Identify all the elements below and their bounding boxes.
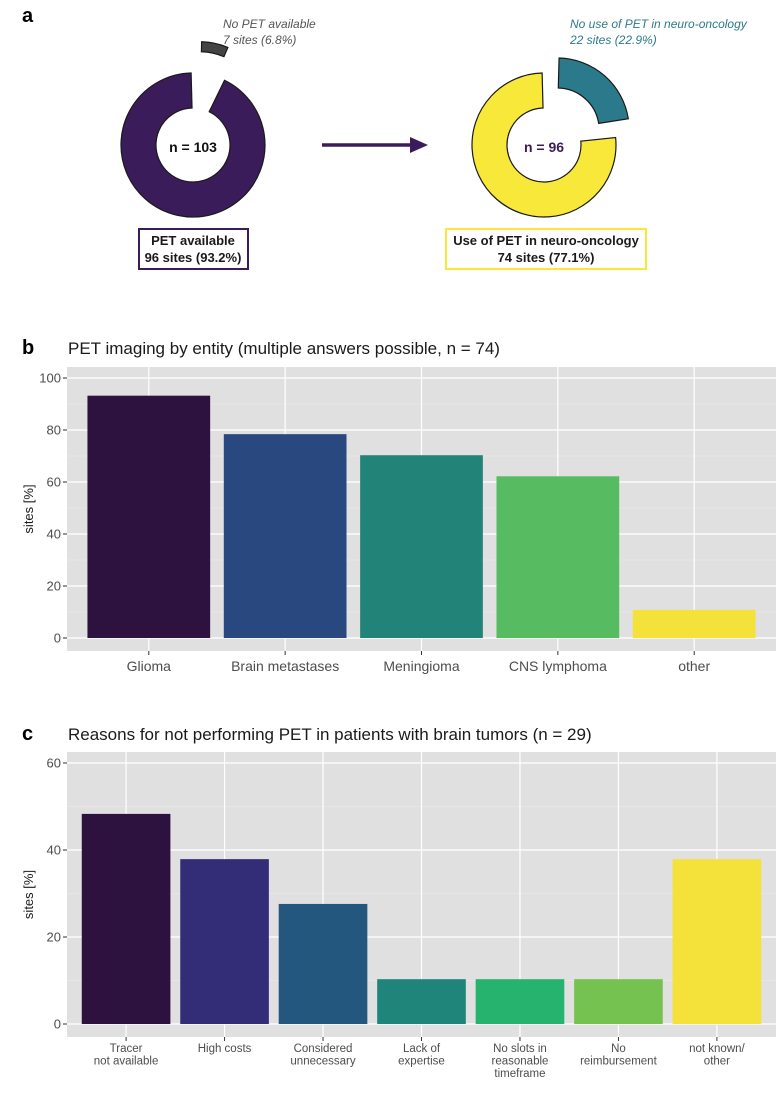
box-use-pet-line2: 74 sites (77.1%) — [498, 250, 595, 265]
y-tick-label: 60 — [47, 475, 61, 490]
donut-slice-no-use-pet — [557, 57, 629, 125]
bar-considered-unnecessary — [278, 903, 368, 1024]
bar-tracer-not-available — [81, 813, 171, 1024]
x-tick-label: Meningioma — [383, 658, 459, 674]
y-tick-label: 0 — [54, 1017, 61, 1032]
x-tick-label: CNS lymphoma — [509, 658, 607, 674]
bar-glioma — [87, 395, 211, 638]
donut-left-center-label: n = 103 — [169, 139, 217, 155]
y-tick-label: 80 — [47, 423, 61, 438]
donut-slice-no-pet — [200, 41, 229, 58]
panel-b-letter: b — [22, 337, 34, 359]
x-tick-label: No reimbursement — [580, 1043, 657, 1068]
bar-other — [632, 609, 756, 638]
bar-not-known-other — [672, 859, 762, 1024]
box-pet-available-line1: PET available — [151, 233, 235, 248]
x-tick-label: High costs — [198, 1043, 252, 1055]
y-tick-label: 100 — [39, 371, 61, 386]
x-tick-label: Considered unnecessary — [290, 1043, 355, 1068]
bar-cns-lymphoma — [496, 476, 620, 638]
box-pet-available — [138, 228, 249, 270]
bar-no-reimbursement — [574, 979, 663, 1024]
box-pet-available-line2: 96 sites (93.2%) — [145, 250, 242, 265]
callout-no-pet-line1: No PET available — [223, 17, 316, 31]
y-tick-label: 40 — [47, 527, 61, 542]
donut-slice-pet-available — [120, 72, 266, 218]
bar-high-costs — [180, 859, 269, 1024]
x-tick-label: not known/other — [689, 1043, 745, 1068]
chart-pet-by-entity: b PET imaging by entity (multiple answers… — [21, 337, 776, 674]
panel-c-letter: c — [22, 723, 33, 745]
y-axis-label: sites [%] — [21, 484, 36, 533]
callout-no-use-line2: 22 sites (22.9%) — [569, 33, 657, 47]
donut-slice-use-pet — [471, 72, 617, 218]
donut-right-center-label: n = 96 — [524, 139, 564, 155]
y-tick-label: 40 — [47, 843, 61, 858]
chart-reasons-no-pet: c Reasons for not performing PET in patie… — [21, 723, 776, 1080]
panel-a-letter: a — [22, 5, 34, 27]
callout-no-pet-line2: 7 sites (6.8%) — [223, 33, 296, 47]
y-tick-label: 20 — [47, 579, 61, 594]
y-axis-label: sites [%] — [21, 870, 36, 919]
y-tick-label: 60 — [47, 756, 61, 771]
bar-brain-metastases — [223, 434, 347, 638]
y-tick-label: 0 — [54, 631, 61, 646]
callout-no-use-line1: No use of PET in neuro-oncology — [570, 17, 748, 31]
bar-no-slots-in-reasonable-timeframe — [475, 979, 565, 1024]
x-tick-label: No slots in reasonable timeframe — [492, 1043, 549, 1080]
box-use-pet — [445, 228, 647, 270]
x-tick-label: Tracer not available — [94, 1043, 159, 1068]
arrow — [322, 137, 428, 153]
bar-lack-of-expertise — [377, 979, 466, 1024]
box-use-pet-line1: Use of PET in neuro-oncology — [453, 233, 639, 248]
x-tick-label: Brain metastases — [231, 658, 339, 674]
y-tick-label: 20 — [47, 930, 61, 945]
chart-title: PET imaging by entity (multiple answers … — [68, 339, 500, 358]
chart-title: Reasons for not performing PET in patien… — [68, 725, 592, 744]
x-tick-label: Glioma — [127, 658, 172, 674]
donut-pet-use: n = 96 — [471, 57, 629, 218]
x-tick-label: other — [678, 658, 710, 674]
bar-meningioma — [360, 455, 483, 638]
donut-pet-availability: n = 103 — [120, 41, 266, 218]
x-tick-label: Lack of expertise — [398, 1043, 445, 1068]
